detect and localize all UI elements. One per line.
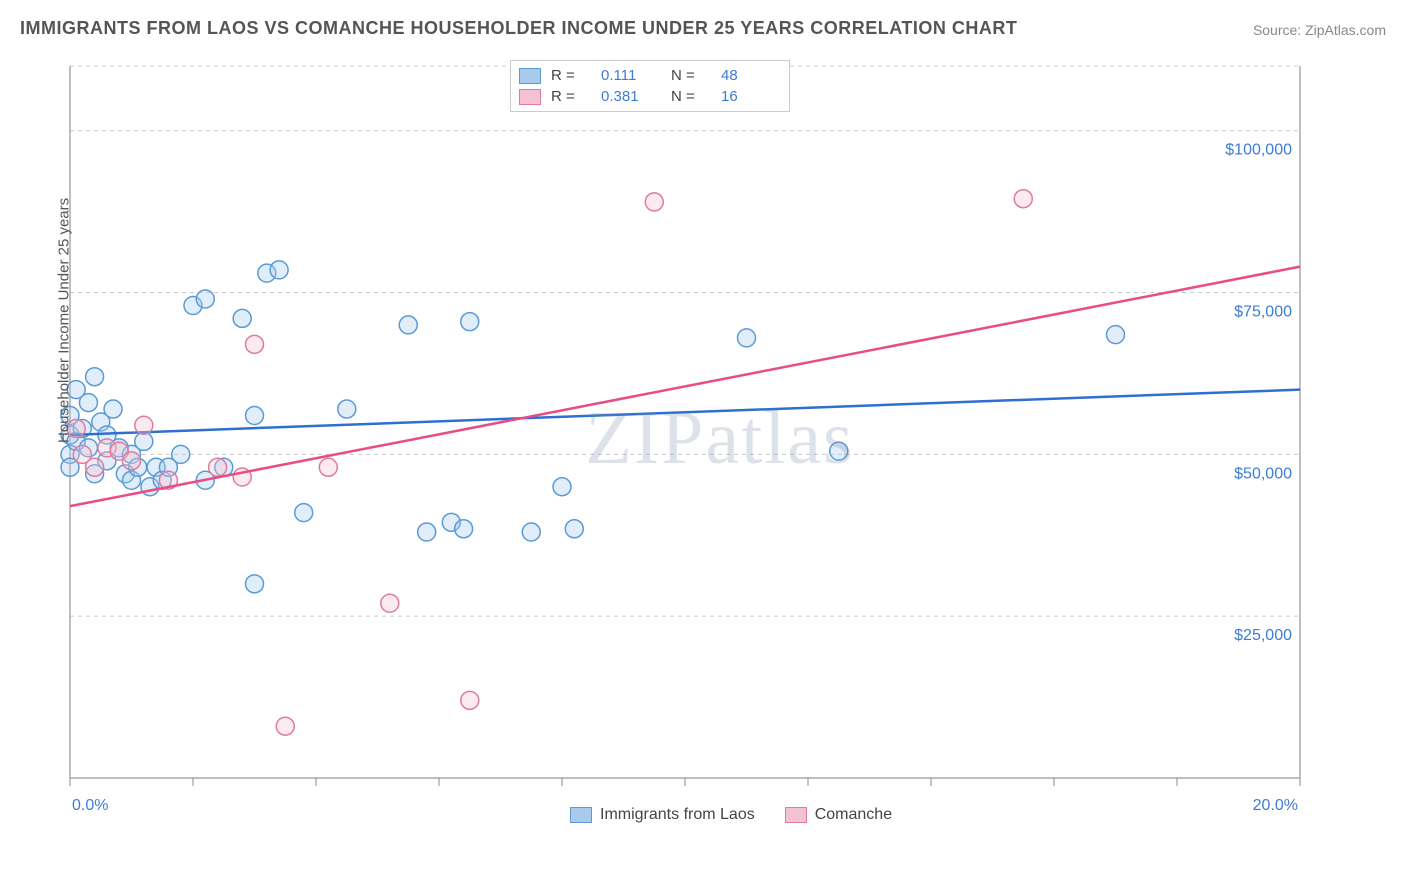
y-tick-label: $25,000 xyxy=(1234,627,1292,644)
data-point xyxy=(830,442,848,460)
data-point xyxy=(338,400,356,418)
legend-series-name: Immigrants from Laos xyxy=(600,806,755,824)
legend-row: R = 0.381 N = 16 xyxy=(519,86,781,107)
y-tick-label: $50,000 xyxy=(1234,465,1292,482)
data-point xyxy=(461,691,479,709)
data-point xyxy=(135,416,153,434)
data-point xyxy=(123,452,141,470)
data-point xyxy=(381,594,399,612)
data-point xyxy=(522,523,540,541)
data-point xyxy=(135,432,153,450)
scatter-plot-svg: $25,000 $50,000 $75,000 $100,000 0.0% 20.0% xyxy=(50,58,1390,828)
legend-series-name: Comanche xyxy=(815,806,892,824)
data-point xyxy=(276,717,294,735)
data-point xyxy=(553,478,571,496)
data-point xyxy=(1107,326,1125,344)
chart-title: IMMIGRANTS FROM LAOS VS COMANCHE HOUSEHO… xyxy=(20,18,1017,39)
data-point xyxy=(399,316,417,334)
legend-n-value: 48 xyxy=(721,67,781,84)
legend-r-label: R = xyxy=(551,67,591,84)
data-point xyxy=(461,313,479,331)
data-point xyxy=(455,520,473,538)
data-point xyxy=(104,400,122,418)
legend-n-label: N = xyxy=(671,88,711,105)
x-tick-label: 20.0% xyxy=(1253,797,1298,814)
legend-item: Comanche xyxy=(785,806,892,824)
legend-r-value: 0.381 xyxy=(601,88,661,105)
correlation-legend: R = 0.111 N = 48 R = 0.381 N = 16 xyxy=(510,60,790,112)
trend-line xyxy=(70,267,1300,506)
series-legend: Immigrants from Laos Comanche xyxy=(570,806,892,824)
chart-source: Source: ZipAtlas.com xyxy=(1253,22,1386,38)
data-point xyxy=(233,309,251,327)
data-point xyxy=(86,458,104,476)
legend-n-value: 16 xyxy=(721,88,781,105)
legend-swatch xyxy=(570,807,592,823)
legend-swatch xyxy=(519,89,541,105)
data-point xyxy=(246,335,264,353)
legend-n-label: N = xyxy=(671,67,711,84)
legend-r-value: 0.111 xyxy=(601,67,661,84)
data-point xyxy=(270,261,288,279)
legend-swatch xyxy=(785,807,807,823)
y-tick-label: $75,000 xyxy=(1234,304,1292,321)
legend-r-label: R = xyxy=(551,88,591,105)
x-tick-label: 0.0% xyxy=(72,797,108,814)
data-point xyxy=(86,368,104,386)
data-point xyxy=(1014,190,1032,208)
data-point xyxy=(246,407,264,425)
data-point xyxy=(418,523,436,541)
data-point xyxy=(645,193,663,211)
y-tick-label: $100,000 xyxy=(1225,142,1292,159)
chart-area: $25,000$50,000$75,000$100,0000.0%20.0% Z… xyxy=(50,58,1390,828)
data-point xyxy=(565,520,583,538)
legend-row: R = 0.111 N = 48 xyxy=(519,65,781,86)
legend-swatch xyxy=(519,68,541,84)
data-point xyxy=(172,445,190,463)
data-point xyxy=(209,458,227,476)
data-point xyxy=(295,504,313,522)
data-point xyxy=(738,329,756,347)
data-point xyxy=(196,290,214,308)
legend-item: Immigrants from Laos xyxy=(570,806,755,824)
data-point xyxy=(79,394,97,412)
data-point xyxy=(246,575,264,593)
data-point xyxy=(319,458,337,476)
y-axis-label: Householder Income Under 25 years xyxy=(56,198,73,443)
